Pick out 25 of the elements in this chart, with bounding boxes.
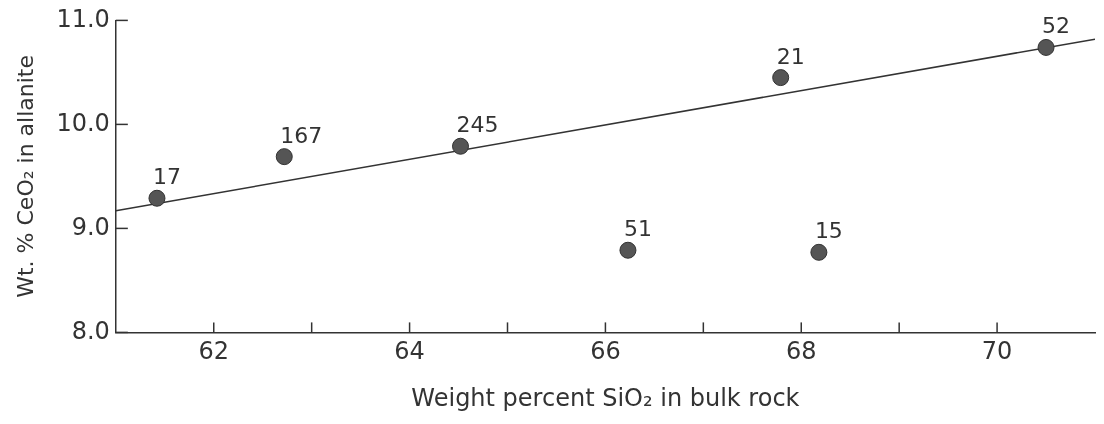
y-axis-title: Wt. % CeO₂ in allanite [12,55,38,298]
x-axis-title: Weight percent SiO₂ in bulk rock [411,383,800,412]
annotation: 21 [776,43,805,69]
x-tick-label: 62 [198,337,230,366]
y-tick-label: 8.0 [71,316,110,345]
annotation: 52 [1042,13,1071,39]
point [619,241,637,259]
annotation: 51 [623,216,652,242]
point [810,243,828,261]
point [452,137,469,155]
x-tick-label: 66 [590,337,621,366]
x-tick-label: 68 [785,337,817,366]
x-tick-label: 64 [394,337,425,366]
point [772,69,790,87]
point [148,189,166,207]
x-tick-label: 70 [981,337,1013,366]
annotation: 167 [280,122,323,148]
annotation: 17 [152,164,181,190]
annotation: 245 [456,112,499,138]
point [1037,38,1055,56]
y-tick-label: 10.0 [56,108,110,137]
y-tick-label: 9.0 [71,212,110,241]
point [275,148,293,166]
annotation: 15 [814,218,843,244]
y-tick-label: 11.0 [56,4,110,33]
